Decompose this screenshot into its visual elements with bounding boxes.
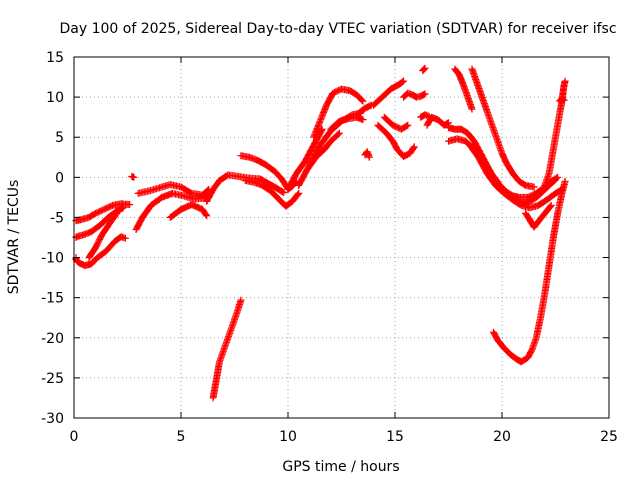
series-markers <box>85 209 121 262</box>
series-arc-15 <box>310 85 367 141</box>
plot-area <box>72 64 569 402</box>
series-arc-1 <box>72 200 134 225</box>
series-markers <box>380 113 412 133</box>
series-arc-7 <box>134 181 213 199</box>
series-arc-4 <box>85 209 121 262</box>
series-markers <box>241 177 303 210</box>
x-tick-label: 10 <box>279 429 297 445</box>
series-markers <box>134 181 213 199</box>
x-axis-label: GPS time / hours <box>282 459 399 475</box>
y-tick-label: -5 <box>50 210 64 226</box>
series-arc-17 <box>327 113 367 133</box>
series-markers <box>128 173 138 181</box>
series-markers <box>203 171 288 205</box>
series-arc-20 <box>370 77 408 109</box>
series-arc-27 <box>451 65 476 113</box>
series-markers <box>468 65 538 191</box>
series-markers <box>327 113 367 133</box>
series-arc-35 <box>556 95 568 105</box>
series-arc-33 <box>489 177 569 366</box>
series-arc-22 <box>380 113 412 133</box>
y-tick-label: 10 <box>46 90 64 106</box>
series-markers <box>522 201 555 231</box>
y-tick-label: 0 <box>55 170 64 186</box>
series-markers <box>556 95 568 105</box>
plot-frame <box>73 56 610 419</box>
y-tick-label: 5 <box>55 130 64 146</box>
y-tick-label: -20 <box>41 331 64 347</box>
series-markers <box>209 296 245 402</box>
series-markers <box>451 65 476 113</box>
series-arc-5 <box>128 173 138 181</box>
y-axis-label: SDTVAR / TECUs <box>6 180 22 295</box>
grid-layer <box>74 57 609 418</box>
series-markers <box>361 148 373 161</box>
series-arc-23 <box>400 89 429 101</box>
y-tick-label: -30 <box>41 411 64 427</box>
series-arc-32 <box>522 201 555 231</box>
series-markers <box>166 201 211 221</box>
series-arc-21 <box>374 121 418 160</box>
chart-title: Day 100 of 2025, Sidereal Day-to-day VTE… <box>59 21 616 37</box>
y-tick-label: -25 <box>41 371 64 387</box>
series-markers <box>466 141 566 212</box>
series-markers <box>355 101 375 117</box>
y-tick-label: -15 <box>41 291 64 307</box>
series-markers <box>310 85 367 141</box>
series-arc-26 <box>417 111 433 121</box>
series-arc-2 <box>72 204 127 241</box>
x-tick-label: 0 <box>70 429 79 445</box>
series-arc-9 <box>203 171 288 205</box>
series-markers <box>72 200 134 225</box>
series-arc-12 <box>209 296 245 402</box>
series-arc-25 <box>423 113 452 129</box>
series-arc-24 <box>419 64 429 75</box>
series-markers <box>72 204 127 241</box>
series-markers <box>417 111 433 121</box>
series-markers <box>541 77 569 189</box>
series-markers <box>370 77 408 109</box>
x-tick-label: 15 <box>386 429 404 445</box>
series-markers <box>284 125 326 193</box>
x-tick-label: 20 <box>493 429 511 445</box>
y-tick-label: -10 <box>41 251 64 267</box>
series-arc-28 <box>468 65 538 191</box>
x-tick-label: 5 <box>177 429 186 445</box>
series-arc-11 <box>241 177 303 210</box>
series-arc-19 <box>361 148 373 161</box>
series-arc-34 <box>541 77 569 189</box>
y-tick-label: 15 <box>46 50 64 66</box>
series-arc-31 <box>466 141 566 212</box>
tick-layer: 0 5 10 15 20 25 -30 -25 -20 -15 -10 -5 0 5 10 15 <box>41 50 618 445</box>
series-markers <box>400 89 429 101</box>
x-tick-label: 25 <box>600 429 618 445</box>
series-markers <box>374 121 418 160</box>
series-markers <box>489 177 569 366</box>
series-arc-8 <box>166 201 211 221</box>
series-markers <box>419 64 429 75</box>
series-arc-13 <box>284 125 326 193</box>
series-arc-18 <box>355 101 375 117</box>
series-markers <box>423 113 452 129</box>
